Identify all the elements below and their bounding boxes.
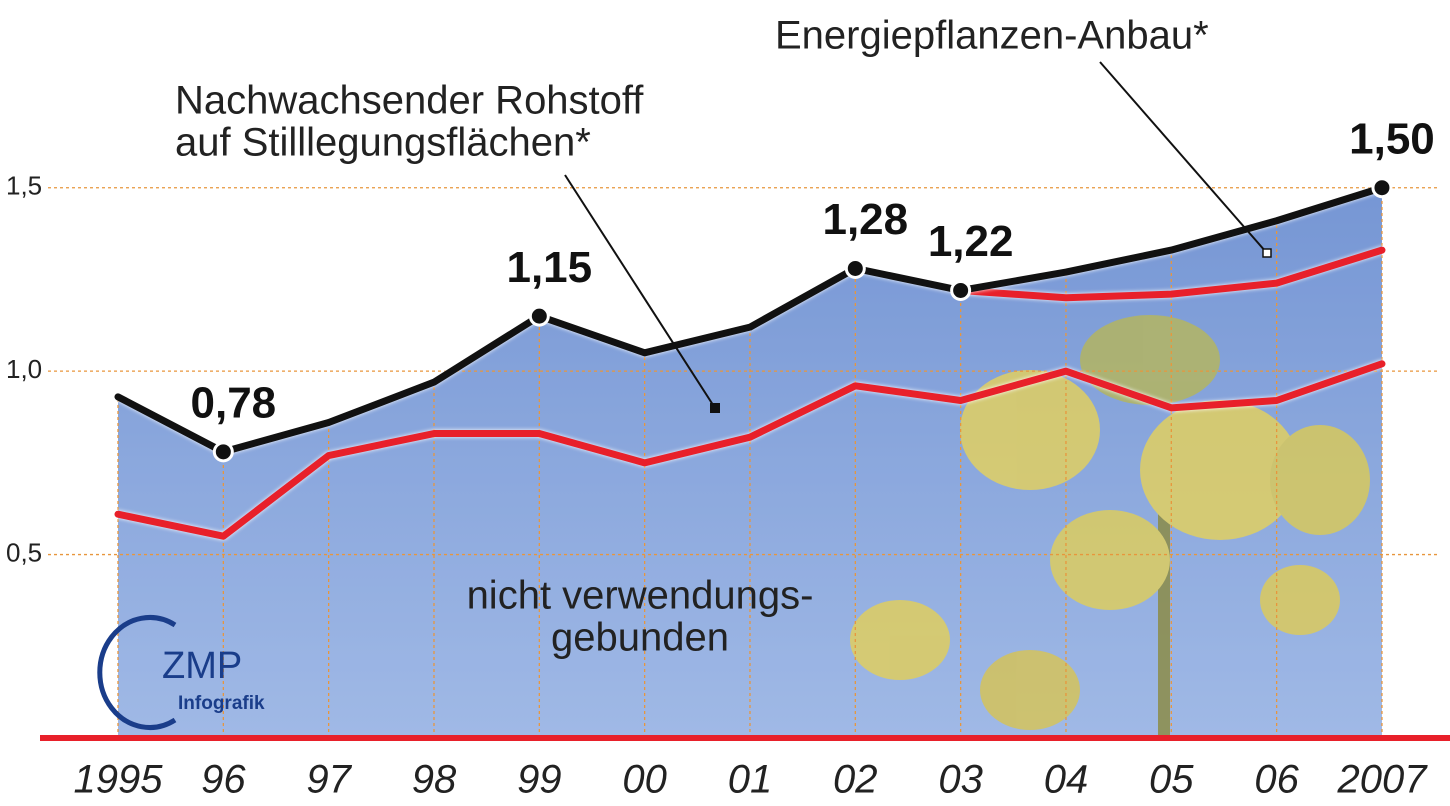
point	[530, 307, 548, 325]
x-tick-label: 1995	[74, 758, 164, 802]
point	[1373, 179, 1391, 197]
x-tick-label: 2007	[1336, 758, 1428, 802]
x-tick-label: 97	[306, 758, 352, 802]
x-tick-label: 06	[1254, 758, 1299, 802]
logo-name: ZMP	[162, 645, 242, 687]
point	[952, 281, 970, 299]
point	[846, 259, 864, 277]
x-tick-label: 96	[201, 758, 246, 802]
annotation: Energiepflanzen-Anbau*	[775, 14, 1209, 58]
value-label: 0,78	[191, 378, 277, 427]
annotation: auf Stilllegungsflächen*	[175, 121, 591, 165]
x-tick-label: 99	[517, 758, 562, 802]
x-tick-label: 01	[728, 758, 773, 802]
x-tick-label: 04	[1044, 758, 1089, 802]
annotation: gebunden	[551, 616, 729, 660]
chart: 0,5 1,0 1,5 0,78 1,15 1,28 1,22 1,50 Energiepf…	[0, 0, 1450, 806]
annotation: nicht verwendungs-	[467, 574, 814, 618]
y-tick-label: 1,0	[6, 354, 42, 384]
y-tick-label: 0,5	[6, 537, 42, 567]
y-tick-label: 1,5	[6, 171, 42, 201]
leader-line	[1100, 62, 1266, 252]
logo-subtitle: Infografik	[178, 693, 265, 714]
x-tick-label: 03	[938, 758, 983, 802]
point	[214, 443, 232, 461]
leader-dot	[1263, 249, 1271, 257]
annotation: Nachwachsender Rohstoff	[175, 79, 644, 123]
x-tick-label: 02	[833, 758, 878, 802]
value-label: 1,28	[822, 195, 908, 244]
x-tick-label: 05	[1149, 758, 1194, 802]
x-tick-label: 00	[622, 758, 667, 802]
value-label: 1,22	[928, 217, 1014, 266]
x-tick-label: 98	[412, 758, 457, 802]
leader-dot	[710, 403, 720, 413]
value-label: 1,50	[1349, 114, 1435, 163]
value-label: 1,15	[506, 243, 592, 292]
